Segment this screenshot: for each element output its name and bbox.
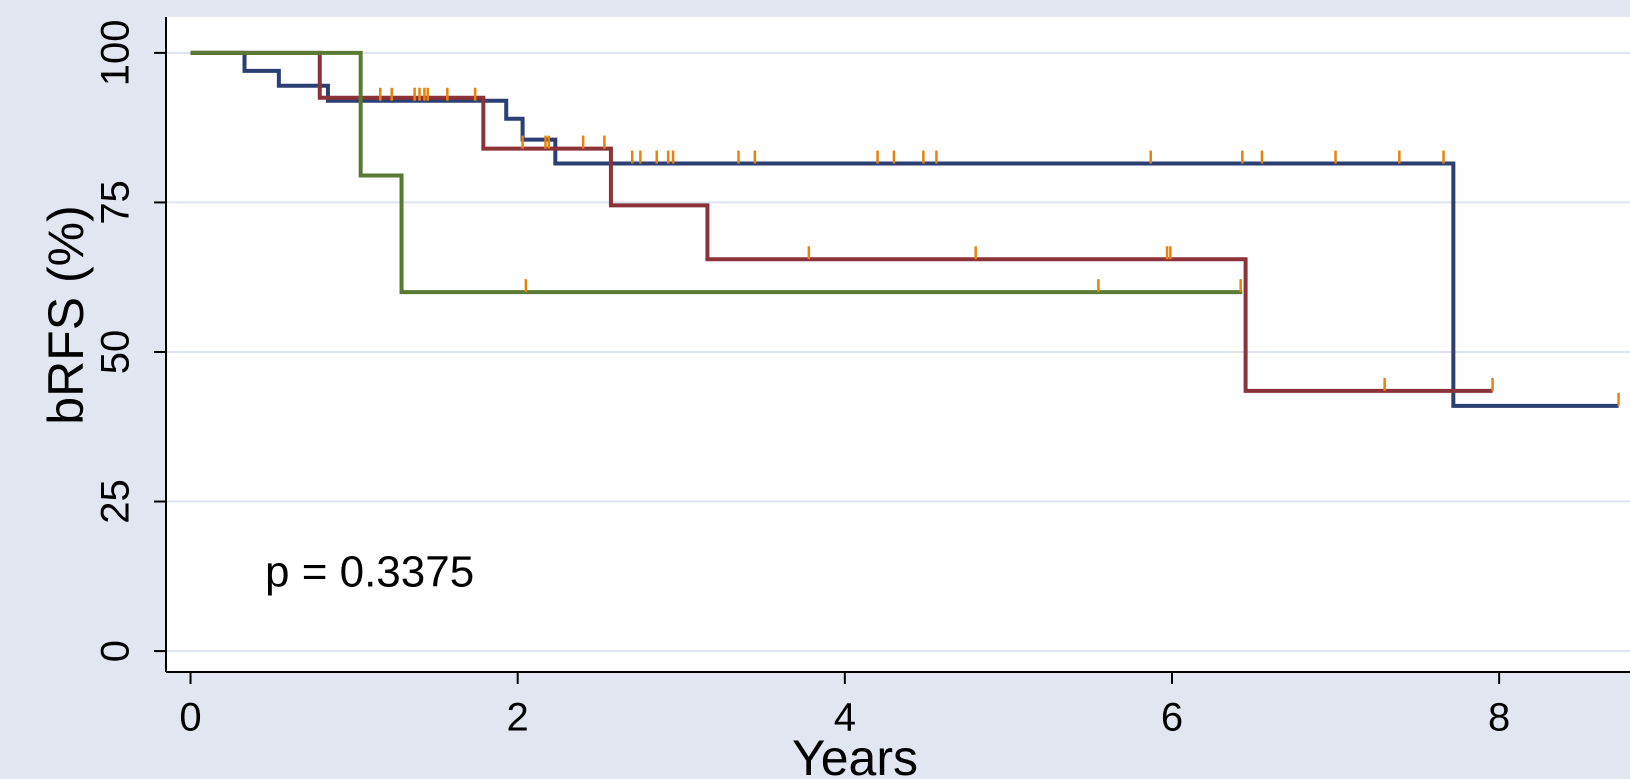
y-tick-label: 0	[94, 640, 138, 662]
survival-curve	[190, 50, 1243, 295]
y-axis-label: bRFS (%)	[38, 205, 94, 424]
survival-curve	[190, 50, 1493, 393]
x-tick-label: 4	[834, 696, 856, 740]
survival-curve	[190, 50, 1619, 408]
y-tick-label: 100	[94, 20, 138, 87]
x-tick-label: 6	[1161, 696, 1183, 740]
x-tick-label: 8	[1488, 696, 1510, 740]
x-tick-label: 0	[179, 696, 201, 740]
x-axis-label: Years	[792, 730, 918, 779]
plot-area	[166, 17, 1630, 672]
y-tick-label: 50	[94, 330, 138, 375]
y-tick-label: 25	[94, 479, 138, 523]
y-tick-label: 75	[94, 180, 138, 225]
x-tick-label: 2	[507, 696, 529, 740]
annotation: p = 0.3375	[265, 548, 474, 597]
